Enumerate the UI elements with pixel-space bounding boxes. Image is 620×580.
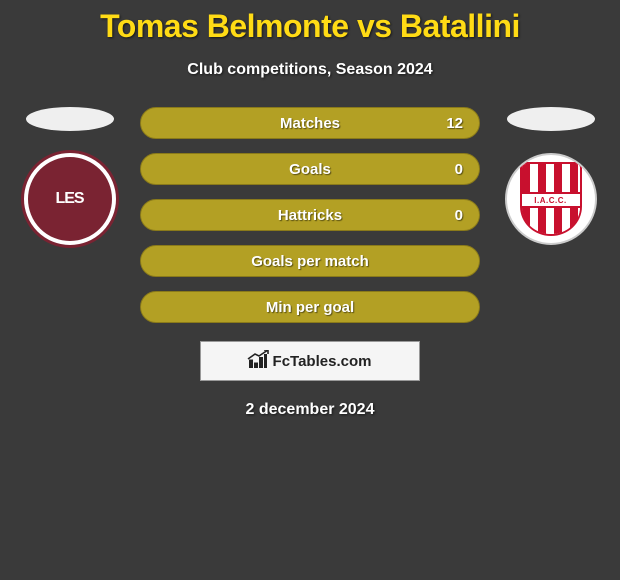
club-logo-iacc: I.A.C.C. [505, 153, 597, 245]
right-player-side: I.A.C.C. [498, 107, 603, 245]
stat-value-right: 12 [446, 115, 463, 132]
comparison-subtitle: Club competitions, Season 2024 [0, 61, 620, 79]
stat-row-hattricks: Hattricks 0 [140, 199, 480, 231]
stat-label: Matches [280, 115, 340, 132]
stats-list: Matches 12 Goals 0 Hattricks 0 Goals per… [140, 107, 480, 323]
stat-value-right: 0 [455, 207, 463, 224]
player-photo-placeholder-right [507, 107, 595, 131]
stat-label: Goals [289, 161, 331, 178]
comparison-content: LES Matches 12 Goals 0 Hattricks 0 Goals… [0, 107, 620, 323]
stat-label: Min per goal [266, 299, 354, 316]
comparison-title: Tomas Belmonte vs Batallini [0, 0, 620, 45]
club-logo-iacc-text: I.A.C.C. [522, 192, 580, 208]
stat-row-goals: Goals 0 [140, 153, 480, 185]
left-player-side: LES [17, 107, 122, 245]
bar-chart-icon [249, 354, 267, 368]
trend-arrow-icon [247, 350, 269, 360]
stat-label: Hattricks [278, 207, 342, 224]
club-logo-lanus: LES [24, 153, 116, 245]
stat-row-goals-per-match: Goals per match [140, 245, 480, 277]
club-logo-iacc-shield: I.A.C.C. [520, 162, 582, 236]
stat-value-right: 0 [455, 161, 463, 178]
stat-row-min-per-goal: Min per goal [140, 291, 480, 323]
stat-row-matches: Matches 12 [140, 107, 480, 139]
player-photo-placeholder-left [26, 107, 114, 131]
stat-label: Goals per match [251, 253, 369, 270]
club-logo-lanus-text: LES [55, 191, 83, 207]
snapshot-date: 2 december 2024 [0, 401, 620, 419]
brand-attribution[interactable]: FcTables.com [200, 341, 420, 381]
brand-text: FcTables.com [273, 353, 372, 370]
